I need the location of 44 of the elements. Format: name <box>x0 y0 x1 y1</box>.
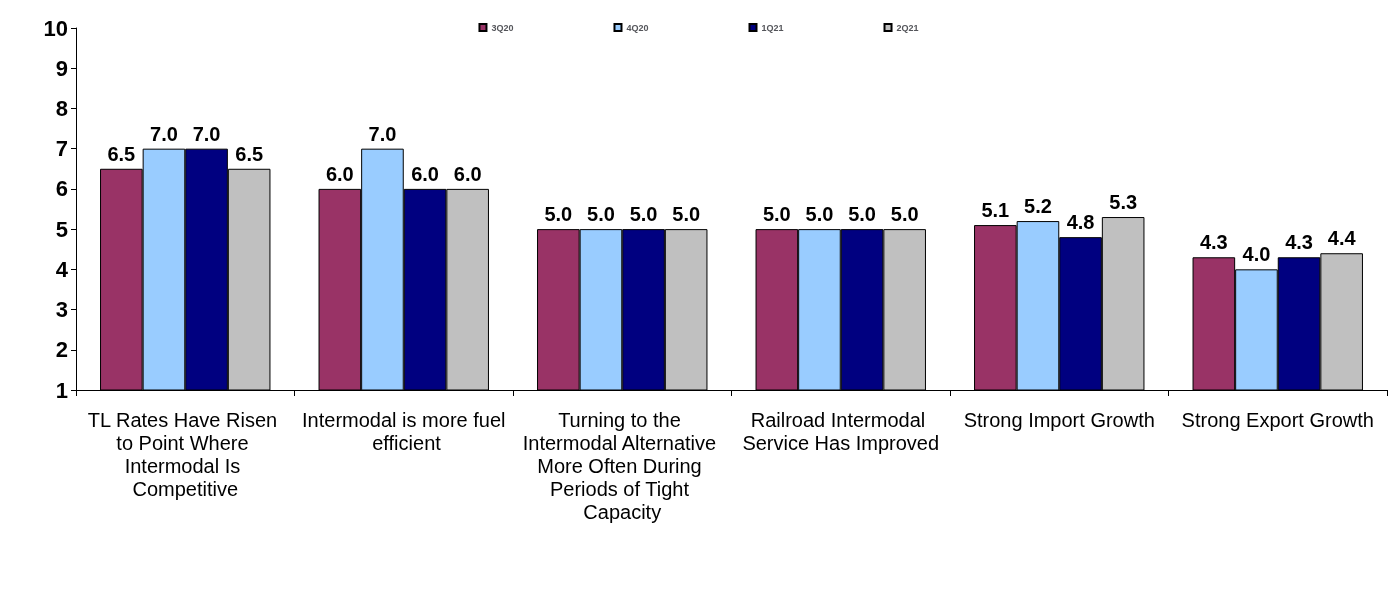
y-tick-label: 1 <box>55 377 68 403</box>
y-tick-label: 5 <box>55 216 68 242</box>
data-label: 4.3 <box>1285 231 1313 254</box>
data-label: 5.0 <box>629 203 658 226</box>
data-label: 5.0 <box>587 203 615 226</box>
legend-label: 4Q20 <box>626 22 649 33</box>
y-tick-label: 9 <box>55 55 68 81</box>
y-tick-label: 8 <box>55 95 68 121</box>
legend-label: 3Q20 <box>491 22 514 33</box>
x-tick-label: Strong Import Growth <box>963 408 1155 431</box>
y-tick-label: 2 <box>55 337 68 363</box>
legend-label: 2Q21 <box>896 22 919 33</box>
x-tick-label: Intermodal is more fuel efficient <box>302 408 506 454</box>
data-label: 5.2 <box>1024 195 1052 218</box>
y-tick-label: 7 <box>55 136 68 162</box>
data-label: 5.0 <box>805 203 834 226</box>
data-label: 4.0 <box>1242 243 1271 266</box>
data-label: 4.3 <box>1199 231 1228 254</box>
data-label: 5.0 <box>848 203 876 226</box>
data-label: 5.0 <box>890 203 919 226</box>
data-label: 7.0 <box>368 122 397 145</box>
x-tick-label: TL Rates Have Risen to Point Where Intermodal Is Competitive <box>87 408 283 500</box>
data-label: 5.0 <box>544 203 573 226</box>
data-label: 7.0 <box>150 122 178 145</box>
x-tick-label: Strong Export Growth <box>1181 408 1374 431</box>
y-tick-label: 4 <box>55 256 69 282</box>
data-label: 7.0 <box>192 122 221 145</box>
data-label: 6.5 <box>107 142 136 165</box>
data-label: 6.5 <box>235 142 264 165</box>
data-label: 6.0 <box>453 162 482 185</box>
x-tick-label: Turning to the Intermodal Alternative More Often During Periods of Tight Capacity <box>522 408 722 523</box>
data-label: 6.0 <box>325 162 354 185</box>
x-tick-label: Railroad Intermodal Service Has Improved <box>742 408 940 454</box>
legend-label: 1Q21 <box>761 22 784 33</box>
y-tick-label: 10 <box>43 15 68 41</box>
data-label: 5.0 <box>672 203 701 226</box>
data-label: 4.4 <box>1327 227 1357 250</box>
y-tick-label: 6 <box>55 176 68 202</box>
data-label: 5.0 <box>762 203 791 226</box>
data-label: 5.1 <box>981 199 1010 222</box>
y-tick-label: 3 <box>55 297 68 323</box>
data-label: 5.3 <box>1109 191 1138 214</box>
data-label: 6.0 <box>411 162 439 185</box>
data-label: 4.8 <box>1066 211 1095 234</box>
